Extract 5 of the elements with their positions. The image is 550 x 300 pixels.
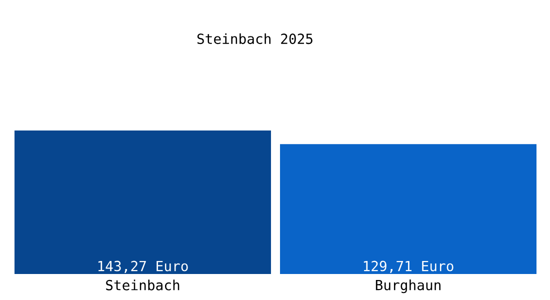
data-label: 129,71 Euro xyxy=(364,260,454,274)
x-tick-label: Burghaun xyxy=(376,280,440,294)
x-tick-label: Steinbach xyxy=(106,280,180,290)
data-label: 143,27 Euro xyxy=(98,260,188,274)
chart-title: Steinbach 2025 xyxy=(197,33,312,44)
